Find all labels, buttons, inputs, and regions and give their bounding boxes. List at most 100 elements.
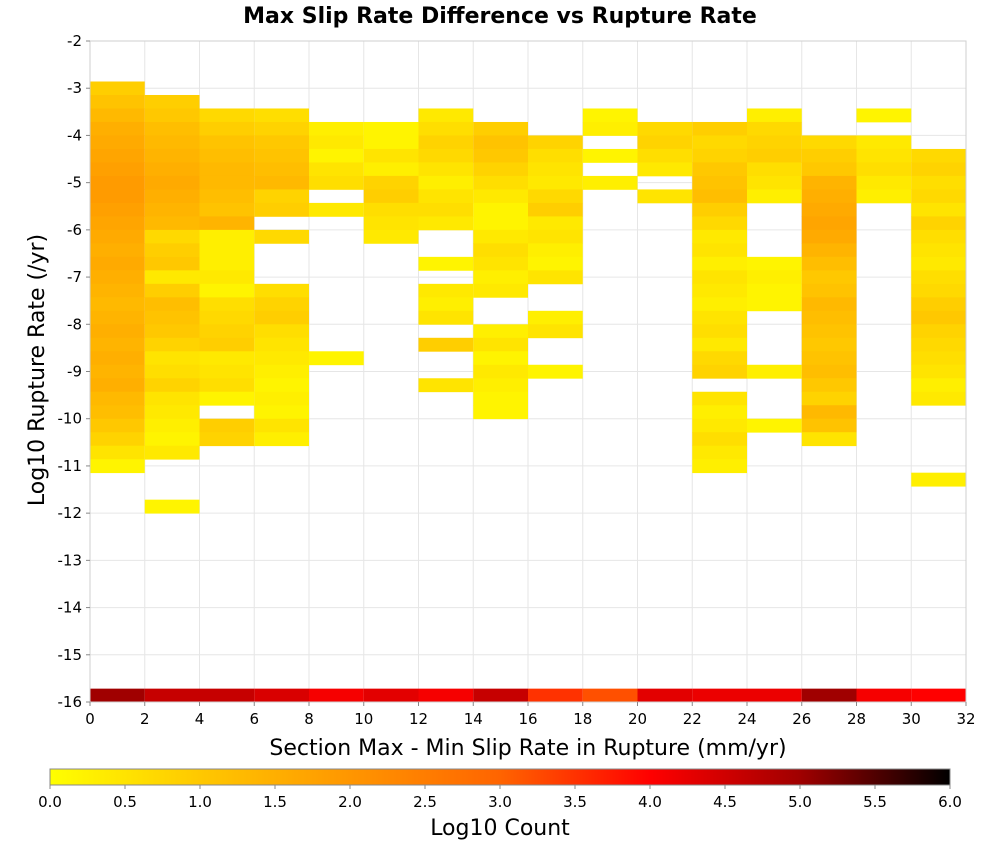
heatmap-cell: [801, 175, 857, 190]
heatmap-cell: [90, 81, 145, 96]
colorbar-tick-label: 5.5: [863, 793, 887, 811]
colorbar-tick-label: 5.0: [788, 793, 812, 811]
heatmap-cell: [254, 432, 309, 447]
y-axis-ticks: -2 -3 -4 -5 -6 -7 -8 -9 -10 -11 -12 -13 -14 -15 -16: [58, 32, 90, 711]
heatmap-cell: [199, 243, 255, 258]
heatmap-cell: [692, 283, 747, 298]
colorbar-tick-label: 0.5: [113, 793, 137, 811]
heatmap-cell: [90, 337, 145, 352]
heatmap-cell: [692, 324, 747, 339]
y-tick-label: -11: [58, 457, 83, 475]
heatmap-cell: [418, 378, 474, 393]
heatmap-cell: [801, 391, 857, 406]
heatmap-cell: [254, 418, 309, 433]
heatmap-cell: [144, 270, 200, 285]
y-tick-label: -13: [58, 551, 83, 569]
heatmap-cell: [254, 189, 309, 204]
colorbar: 0.0 0.5 1.0 1.5 2.0 2.5 3.0 3.5 4.0 4.5 5.0 5.5 6.0 …: [38, 768, 962, 841]
heatmap-cell: [254, 378, 309, 393]
heatmap-cell: [692, 121, 747, 136]
heatmap-cell-strip: [801, 688, 857, 703]
heatmap-cell: [528, 135, 583, 150]
heatmap-cell: [90, 378, 145, 393]
colorbar-tick-label: 6.0: [938, 793, 962, 811]
heatmap-cell: [418, 297, 474, 312]
heatmap-cell: [144, 243, 200, 258]
heatmap-cell: [199, 270, 255, 285]
heatmap-cell: [90, 445, 145, 460]
heatmap-cell: [911, 351, 966, 366]
y-tick-label: -15: [58, 646, 83, 664]
heatmap-cell: [692, 337, 747, 352]
heatmap-cell: [199, 148, 255, 163]
heatmap-cell: [144, 337, 200, 352]
heatmap-cell: [911, 310, 966, 325]
heatmap-cell: [692, 270, 747, 285]
heatmap-cell: [911, 189, 966, 204]
heatmap-cell: [747, 364, 802, 379]
heatmap-cell: [747, 418, 802, 433]
heatmap-cell: [911, 202, 966, 217]
heatmap-cell: [90, 351, 145, 366]
colorbar-tick-label: 1.5: [263, 793, 287, 811]
heatmap-cell: [90, 324, 145, 339]
heatmap-cell: [528, 148, 583, 163]
heatmap-cell: [90, 202, 145, 217]
heatmap-cell: [801, 418, 857, 433]
heatmap-cell: [692, 189, 747, 204]
heatmap-cell: [528, 256, 583, 271]
heatmap-cell: [363, 202, 419, 217]
heatmap-cell: [801, 337, 857, 352]
y-tick-label: -10: [58, 410, 83, 428]
heatmap-cell: [801, 189, 857, 204]
heatmap-cell: [363, 162, 419, 177]
heatmap-cell: [144, 310, 200, 325]
heatmap-cell: [528, 364, 583, 379]
heatmap-cell: [144, 108, 200, 123]
heatmap-cell: [747, 270, 802, 285]
heatmap-cell: [856, 162, 912, 177]
heatmap-cell: [144, 324, 200, 339]
heatmap-cell-strip: [144, 688, 200, 703]
heatmap-cell: [363, 121, 419, 136]
heatmap-cell: [199, 189, 255, 204]
heatmap-cell: [473, 135, 528, 150]
heatmap-cell: [801, 378, 857, 393]
heatmap-cell: [418, 216, 474, 231]
heatmap-cell: [254, 108, 309, 123]
heatmap-cell: [911, 243, 966, 258]
heatmap-cell: [692, 391, 747, 406]
heatmap-cell: [144, 351, 200, 366]
heatmap-cell: [418, 148, 474, 163]
heatmap-cell-strip: [692, 688, 747, 703]
heatmap-cell: [254, 405, 309, 420]
heatmap-cell: [90, 270, 145, 285]
heatmap-cell: [199, 351, 255, 366]
y-tick-label: -7: [67, 268, 82, 286]
heatmap-cell: [801, 135, 857, 150]
heatmap-cell: [309, 162, 364, 177]
heatmap-cell: [637, 121, 693, 136]
heatmap-cell: [199, 378, 255, 393]
heatmap-cell: [418, 175, 474, 190]
heatmap-cell: [144, 121, 200, 136]
heatmap-cell: [254, 135, 309, 150]
heatmap-cell: [692, 256, 747, 271]
heatmap-cell-strip: [747, 688, 802, 703]
heatmap-cell: [747, 283, 802, 298]
heatmap-cell: [199, 324, 255, 339]
heatmap-cell: [144, 202, 200, 217]
x-tick-label: 24: [737, 710, 756, 728]
heatmap-cell: [90, 216, 145, 231]
heatmap-cell-strip: [199, 688, 255, 703]
heatmap-cell: [90, 459, 145, 474]
heatmap-cell: [199, 108, 255, 123]
heatmap-cell: [90, 297, 145, 312]
heatmap-cell: [144, 364, 200, 379]
heatmap-cell: [911, 337, 966, 352]
heatmap-cell: [199, 283, 255, 298]
heatmap-cell: [473, 364, 528, 379]
heatmap-cell: [911, 472, 966, 487]
heatmap-cell: [692, 418, 747, 433]
heatmap-cell: [418, 256, 474, 271]
